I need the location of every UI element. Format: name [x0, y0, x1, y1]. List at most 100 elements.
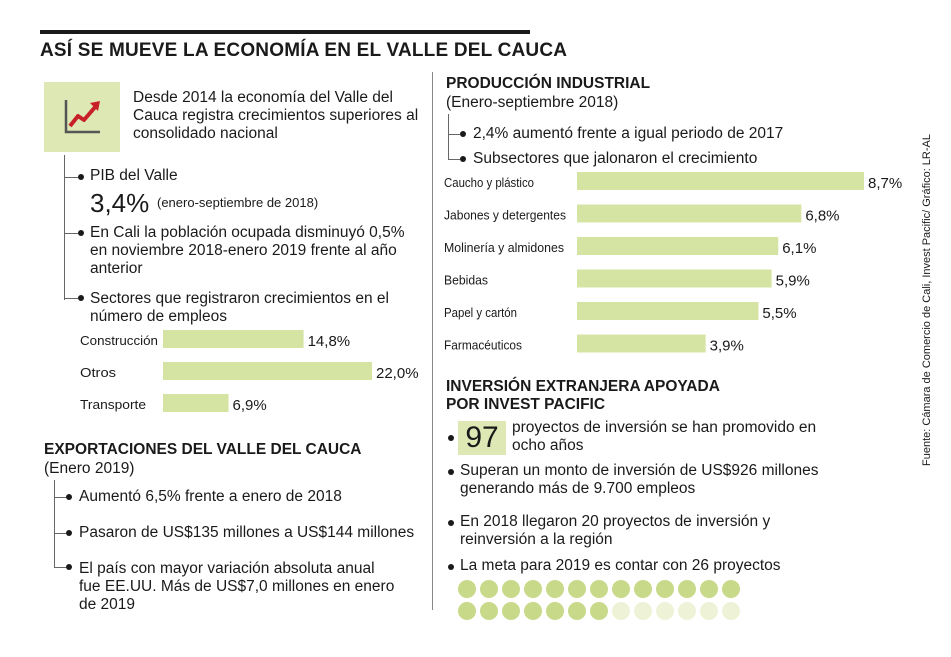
export-tree-line: [54, 480, 55, 568]
bar-value-label: 6,8%: [805, 208, 839, 225]
bar-value-label: 6,9%: [233, 397, 267, 414]
bar: [577, 269, 772, 288]
bullet-dot: [448, 520, 454, 526]
bullet-dot: [448, 564, 454, 570]
tree-branch: [64, 177, 78, 178]
bar-category-label: Caucho y plástico: [444, 175, 534, 190]
bullet-dot: [460, 156, 466, 162]
bar: [577, 334, 706, 353]
project-dot-filled: [678, 580, 696, 598]
project-dot-filled: [480, 580, 498, 598]
project-dot-filled: [634, 580, 652, 598]
bullet-dot: [66, 494, 72, 500]
bar-value-label: 8,7%: [868, 175, 902, 192]
title-rule: [40, 30, 530, 34]
export-item-2: Pasaron de US$135 millones a US$144 mill…: [79, 524, 415, 541]
project-dot-filled: [590, 580, 608, 598]
project-dot-filled: [700, 580, 718, 598]
project-dot-filled: [524, 580, 542, 598]
subsectores-bar-chart: Caucho y plástico 8,7% Jabones y detergent…: [444, 172, 902, 355]
bar-value-label: 14,8%: [308, 333, 351, 350]
pib-value: 3,4%: [90, 188, 150, 218]
inversion-title-line1: INVERSIÓN EXTRANJERA APOYADA: [446, 378, 720, 395]
project-dot-filled: [458, 580, 476, 598]
bar-category-label: Papel y cartón: [444, 305, 517, 320]
bar: [163, 394, 229, 412]
bar-category-label: Farmacéuticos: [444, 338, 522, 353]
source-note: Fuente: Cámara de Comercio de Cali, Inve…: [921, 134, 933, 466]
bar-category-label: Construcción: [80, 333, 158, 348]
exportaciones-title: EXPORTACIONES DEL VALLE DEL CAUCA: [44, 441, 362, 458]
inversion-title-line2: POR INVEST PACIFIC: [446, 396, 606, 413]
bullet-dot: [448, 469, 454, 475]
project-dot-filled: [524, 602, 542, 620]
project-dots-grid: [458, 580, 758, 628]
pib-period: (enero-septiembre de 2018): [157, 195, 319, 210]
sectores-label: Sectores que registraron crecimientos en…: [90, 290, 389, 325]
bar-category-label: Otros: [80, 365, 117, 380]
bar-category-label: Bebidas: [444, 273, 488, 288]
bar-category-label: Transporte: [80, 397, 146, 412]
project-dot-empty: [678, 602, 696, 620]
produccion-subtitle: (Enero-septiembre 2018): [446, 94, 619, 111]
bullet-dot: [78, 174, 84, 180]
produccion-item-1: 2,4% aumentó frente a igual periodo de 2…: [473, 125, 784, 142]
column-divider: [432, 72, 433, 610]
project-dot-filled: [480, 602, 498, 620]
bar-value-label: 6,1%: [782, 240, 816, 257]
tree-branch: [448, 159, 460, 160]
sectores-bar-chart: Construcción 14,8% Otros 22,0% Transporte 6,9…: [80, 330, 419, 414]
project-dot-filled: [612, 580, 630, 598]
pib-label: PIB del Valle: [90, 167, 178, 184]
page-title: ASÍ SE MUEVE LA ECONOMÍA EN EL VALLE DEL…: [40, 40, 568, 61]
exportaciones-subtitle: (Enero 2019): [44, 460, 135, 477]
project-dot-filled: [502, 580, 520, 598]
bar-value-label: 5,5%: [762, 305, 796, 322]
project-dot-filled: [502, 602, 520, 620]
bullet-dot: [78, 230, 84, 236]
tree-branch: [448, 134, 460, 135]
bullet-dot: [460, 131, 466, 137]
bar-category-label: Molinería y almidones: [444, 240, 564, 255]
project-dot-empty: [722, 602, 740, 620]
bar: [163, 362, 372, 380]
project-dot-filled: [568, 580, 586, 598]
left-tree-line: [64, 155, 65, 300]
poblacion-text: En Cali la población ocupada disminuyó 0…: [90, 224, 405, 277]
project-dot-filled: [458, 602, 476, 620]
bullet-dot: [66, 530, 72, 536]
project-dot-filled: [546, 580, 564, 598]
bar-value-label: 3,9%: [710, 338, 744, 355]
tree-branch: [64, 233, 78, 234]
export-item-1: Aumentó 6,5% frente a enero de 2018: [79, 488, 342, 505]
export-item-3: El país con mayor variación absoluta anu…: [79, 560, 395, 613]
tree-branch: [54, 567, 66, 568]
badge-text: proyectos de inversión se han promovido …: [512, 419, 817, 454]
inversion-item-1: Superan un monto de inversión de US$926 …: [460, 462, 819, 497]
bar: [577, 204, 802, 223]
tree-branch: [54, 533, 66, 534]
bullet-dot: [78, 295, 84, 301]
bullet-dot: [448, 435, 454, 441]
project-dot-filled: [590, 602, 608, 620]
bar: [577, 237, 779, 255]
bar-value-label: 22,0%: [376, 365, 419, 382]
tree-branch: [64, 298, 78, 299]
project-dot-empty: [700, 602, 718, 620]
bar-value-label: 5,9%: [776, 273, 810, 290]
produccion-item-2: Subsectores que jalonaron el crecimiento: [473, 150, 758, 167]
project-dot-filled: [656, 580, 674, 598]
produccion-tree-line: [448, 114, 449, 159]
inversion-item-3: La meta para 2019 es contar con 26 proye…: [460, 557, 781, 574]
project-dot-filled: [568, 602, 586, 620]
chart-trend-up-icon: [44, 82, 120, 152]
project-dot-empty: [656, 602, 674, 620]
project-dot-empty: [612, 602, 630, 620]
project-dot-filled: [546, 602, 564, 620]
bar: [163, 330, 304, 348]
bar: [577, 302, 759, 320]
produccion-title: PRODUCCIÓN INDUSTRIAL: [446, 75, 651, 92]
intro-text: Desde 2014 la economía del Valle del Cau…: [133, 89, 419, 142]
project-dot-empty: [634, 602, 652, 620]
bullet-dot: [66, 564, 72, 570]
